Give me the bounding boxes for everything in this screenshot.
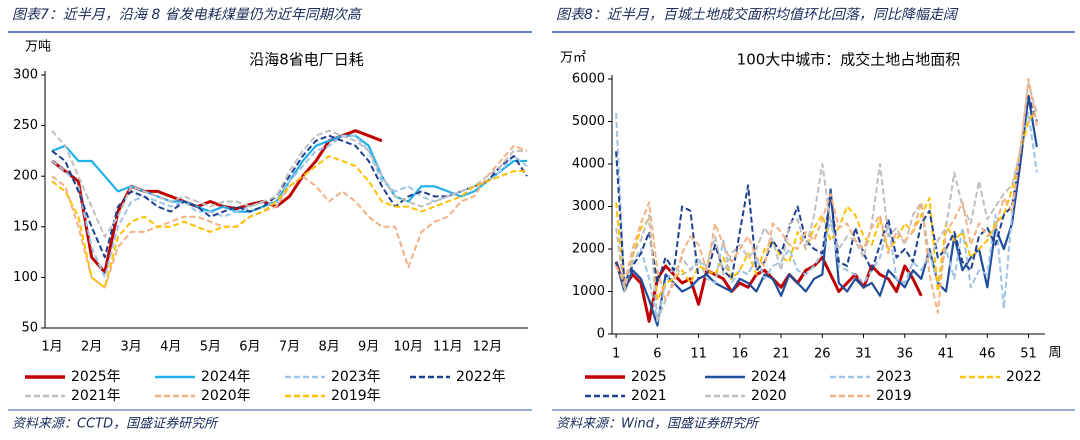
x-tick-label: 1 <box>612 347 620 362</box>
legend-label: 2021年 <box>71 388 121 404</box>
y-tick-label: 6000 <box>572 72 605 87</box>
y-tick-label: 1000 <box>572 284 605 299</box>
legend-label: 2024 <box>751 369 787 385</box>
x-tick-label: 5月 <box>200 340 221 355</box>
series-line <box>51 134 528 259</box>
x-tick-label: 26 <box>814 347 831 362</box>
heading: 图表8：近半月，百城土地成交面积均值环比回落，同比降幅走阔 <box>556 7 959 23</box>
x-tick-label: 21 <box>773 347 790 362</box>
x-tick-label: 6 <box>653 347 661 362</box>
y-tick-label: 250 <box>13 118 38 133</box>
legend-label: 2020 <box>751 388 787 404</box>
y-axis-label: 万吨 <box>25 40 51 55</box>
series-line <box>614 256 923 323</box>
legend-label: 2022 <box>1006 369 1042 385</box>
x-tick-label: 12月 <box>473 340 503 355</box>
y-tick-label: 200 <box>13 169 38 184</box>
y-tick-label: 5000 <box>572 114 605 129</box>
legend-label: 2019年 <box>331 388 381 404</box>
x-tick-label: 11 <box>690 347 707 362</box>
series-line <box>615 112 1038 323</box>
y-tick-label: 2000 <box>572 242 605 257</box>
series-line <box>615 82 1038 323</box>
x-tick-label: 51 <box>1020 347 1037 362</box>
series-line <box>51 129 527 238</box>
legend-label: 2023年 <box>331 369 381 385</box>
x-tick-label: 4月 <box>160 340 181 355</box>
x-axis-label: 周 <box>1048 346 1061 361</box>
legend-label: 2023 <box>876 369 912 385</box>
legend-label: 2021 <box>631 388 667 404</box>
x-tick-label: 10月 <box>393 340 423 355</box>
x-tick-label: 7月 <box>279 340 300 355</box>
legend-label: 2022年 <box>456 369 506 385</box>
chart-title: 100大中城市：成交土地占地面积 <box>737 51 961 69</box>
series-line <box>615 95 1038 284</box>
source: 资料来源：CCTD，国盛证券研究所 <box>12 416 219 432</box>
y-axis-label: 万㎡ <box>560 51 586 66</box>
series-line <box>615 94 1038 327</box>
x-tick-label: 46 <box>979 347 996 362</box>
legend-label: 2019 <box>876 388 912 404</box>
x-tick-label: 3月 <box>121 340 142 355</box>
source: 资料来源：Wind，国盛证券研究所 <box>556 416 760 432</box>
y-tick-label: 3000 <box>572 199 605 214</box>
legend-label: 2020年 <box>201 388 251 404</box>
series-line <box>51 134 528 279</box>
legend-label: 2024年 <box>201 369 251 385</box>
x-tick-label: 16 <box>732 347 749 362</box>
x-tick-label: 1月 <box>41 340 62 355</box>
x-tick-label: 31 <box>855 347 872 362</box>
y-tick-label: 4000 <box>572 157 605 172</box>
heading: 图表7：近半月，沿海 8 省发电耗煤量仍为近年同期次高 <box>12 7 363 23</box>
x-tick-label: 41 <box>938 347 955 362</box>
legend-label: 2025年 <box>71 369 121 385</box>
chart-title: 沿海8省电厂日耗 <box>249 51 364 69</box>
x-tick-label: 8月 <box>318 340 339 355</box>
y-tick-label: 300 <box>13 68 38 83</box>
legend-label: 2025 <box>631 369 667 385</box>
x-tick-label: 2月 <box>81 340 102 355</box>
x-tick-label: 6月 <box>239 340 260 355</box>
series-line <box>615 78 1038 314</box>
y-tick-label: 0 <box>597 327 605 342</box>
x-tick-label: 11月 <box>433 340 463 355</box>
series-line <box>51 155 527 289</box>
x-tick-label: 9月 <box>358 340 379 355</box>
y-tick-label: 100 <box>13 270 38 285</box>
x-tick-label: 36 <box>897 347 914 362</box>
series-line <box>51 129 383 274</box>
y-tick-label: 150 <box>13 219 38 234</box>
series-line <box>51 144 528 289</box>
y-tick-label: 50 <box>21 321 38 336</box>
